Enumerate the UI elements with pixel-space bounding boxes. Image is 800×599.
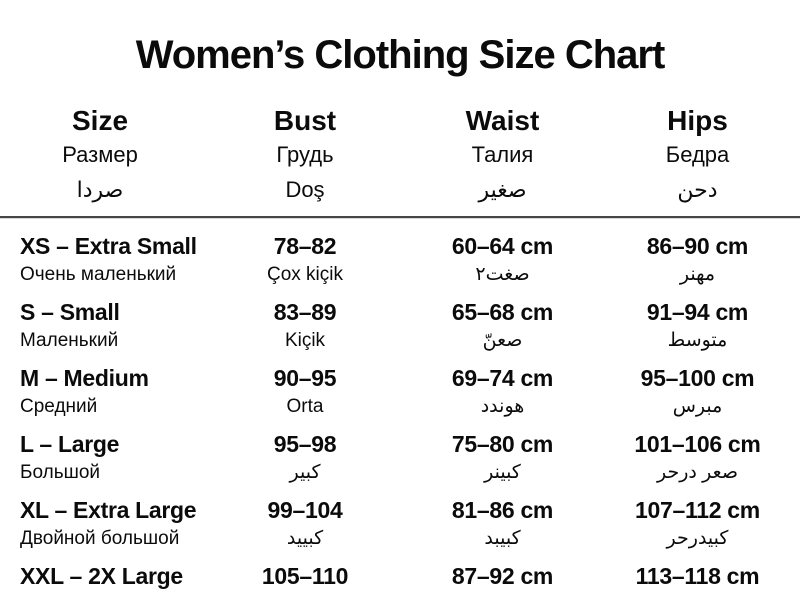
- table-header-row: Size Размер صردا Bust Грудь Doş Waist Та…: [0, 104, 800, 208]
- bust-cell: 90–95 Orta: [200, 363, 410, 420]
- header-size-en: Size: [71, 105, 129, 136]
- size-cell: L – Large Большой: [0, 429, 200, 486]
- header-waist-ar: صغير: [478, 177, 527, 202]
- hips-sublabel: مبرس: [672, 396, 723, 417]
- size-label: L – Large: [20, 431, 120, 457]
- hips-sublabel: كبيدرحر: [666, 528, 729, 549]
- size-label: M – Medium: [20, 365, 149, 391]
- size-cell: S – Small Маленький: [0, 297, 200, 354]
- hips-sublabel: صعر درحر: [657, 462, 738, 483]
- waist-sublabel: هوندد: [480, 396, 525, 417]
- waist-value: 81–86 cm: [451, 497, 554, 523]
- table-row-s: S – Small Маленький 83–89 Kiçik 65–68 cm…: [0, 297, 800, 354]
- waist-sublabel: كبينر: [484, 462, 521, 483]
- waist-sublabel: كبيبد: [484, 528, 521, 549]
- bust-sublabel: كبييد: [286, 528, 324, 549]
- size-sublabel: Средний: [20, 396, 98, 417]
- bust-sublabel: Çox kiçik: [266, 264, 343, 285]
- bust-value: 78–82: [273, 233, 337, 259]
- bust-sublabel: Kiçik: [284, 330, 326, 351]
- bust-sublabel: Orta: [286, 396, 324, 417]
- hips-cell: 113–118 cm: [595, 561, 800, 591]
- waist-value: 75–80 cm: [451, 431, 554, 457]
- header-bust-az: Doş: [285, 177, 325, 202]
- column-header-waist: Waist Талия صغير: [410, 104, 595, 208]
- header-hips-ar: دحن: [677, 177, 718, 202]
- bust-value: 95–98: [273, 431, 337, 457]
- bust-value: 105–110: [261, 563, 349, 589]
- hips-cell: 91–94 cm متوسط: [595, 297, 800, 354]
- hips-cell: 101–106 cm صعر درحر: [595, 429, 800, 486]
- hips-value: 101–106 cm: [634, 431, 761, 457]
- header-divider-line: [0, 216, 800, 219]
- table-row-xl: XL – Extra Large Двойной большой 99–104 …: [0, 495, 800, 552]
- waist-value: 69–74 cm: [451, 365, 554, 391]
- header-size-ru: Размер: [62, 142, 138, 167]
- size-cell: XL – Extra Large Двойной большой: [0, 495, 200, 552]
- size-sublabel: Маленький: [20, 330, 119, 351]
- hips-cell: 86–90 cm مهنر: [595, 231, 800, 288]
- bust-cell: 105–110: [200, 561, 410, 591]
- page-title: Women’s Clothing Size Chart: [135, 33, 666, 77]
- waist-cell: 75–80 cm كبينر: [410, 429, 595, 486]
- waist-cell: 81–86 cm كبيبد: [410, 495, 595, 552]
- bust-value: 90–95: [273, 365, 337, 391]
- header-bust-ru: Грудь: [276, 142, 334, 167]
- waist-sublabel: صعنّ: [482, 330, 523, 351]
- waist-cell: 69–74 cm هوندد: [410, 363, 595, 420]
- hips-sublabel: متوسط: [667, 330, 728, 351]
- size-sublabel: Очень маленький: [20, 264, 177, 285]
- table-row-l: L – Large Большой 95–98 كبير 75–80 cm كب…: [0, 429, 800, 486]
- hips-cell: 95–100 cm مبرس: [595, 363, 800, 420]
- hips-value: 107–112 cm: [635, 497, 760, 523]
- bust-cell: 95–98 كبير: [200, 429, 410, 486]
- size-sublabel: Двойной большой: [20, 528, 180, 549]
- size-label: S – Small: [20, 299, 120, 325]
- table-row-xs: XS – Extra Small Очень маленький 78–82 Ç…: [0, 231, 800, 288]
- header-hips-ru: Бедра: [665, 142, 730, 167]
- waist-sublabel: صغت٢: [475, 264, 530, 285]
- bust-sublabel: كبير: [289, 462, 321, 483]
- table-body: XS – Extra Small Очень маленький 78–82 Ç…: [0, 219, 800, 591]
- waist-value: 87–92 cm: [451, 563, 554, 589]
- waist-cell: 87–92 cm: [410, 561, 595, 591]
- header-bust-en: Bust: [273, 105, 337, 136]
- size-cell: XXL – 2X Large: [0, 561, 200, 591]
- bust-cell: 78–82 Çox kiçik: [200, 231, 410, 288]
- column-header-hips: Hips Бедра دحن: [595, 104, 800, 208]
- table-row-xxl: XXL – 2X Large 105–110 87–92 cm 113–118 …: [0, 561, 800, 591]
- waist-cell: 65–68 cm صعنّ: [410, 297, 595, 354]
- hips-cell: 107–112 cm كبيدرحر: [595, 495, 800, 552]
- header-waist-en: Waist: [465, 105, 540, 136]
- header-waist-ru: Талия: [471, 142, 534, 167]
- size-label: XXL – 2X Large: [20, 563, 183, 589]
- hips-value: 91–94 cm: [646, 299, 749, 325]
- bust-cell: 99–104 كبييد: [200, 495, 410, 552]
- size-label: XS – Extra Small: [20, 233, 197, 259]
- bust-cell: 83–89 Kiçik: [200, 297, 410, 354]
- hips-value: 95–100 cm: [640, 365, 755, 391]
- header-hips-en: Hips: [667, 105, 728, 136]
- size-cell: M – Medium Средний: [0, 363, 200, 420]
- bust-value: 99–104: [267, 497, 343, 523]
- column-header-size: Size Размер صردا: [0, 104, 200, 208]
- hips-value: 113–118 cm: [635, 563, 760, 589]
- bust-value: 83–89: [273, 299, 337, 325]
- size-cell: XS – Extra Small Очень маленький: [0, 231, 200, 288]
- hips-sublabel: مهنر: [679, 264, 716, 285]
- table-row-m: M – Medium Средний 90–95 Orta 69–74 cm ه…: [0, 363, 800, 420]
- size-label: XL – Extra Large: [20, 497, 197, 523]
- waist-value: 65–68 cm: [451, 299, 554, 325]
- column-header-bust: Bust Грудь Doş: [200, 104, 410, 208]
- size-sublabel: Большой: [20, 462, 101, 483]
- waist-cell: 60–64 cm صغت٢: [410, 231, 595, 288]
- hips-value: 86–90 cm: [646, 233, 749, 259]
- header-size-ar: صردا: [76, 177, 124, 202]
- waist-value: 60–64 cm: [451, 233, 554, 259]
